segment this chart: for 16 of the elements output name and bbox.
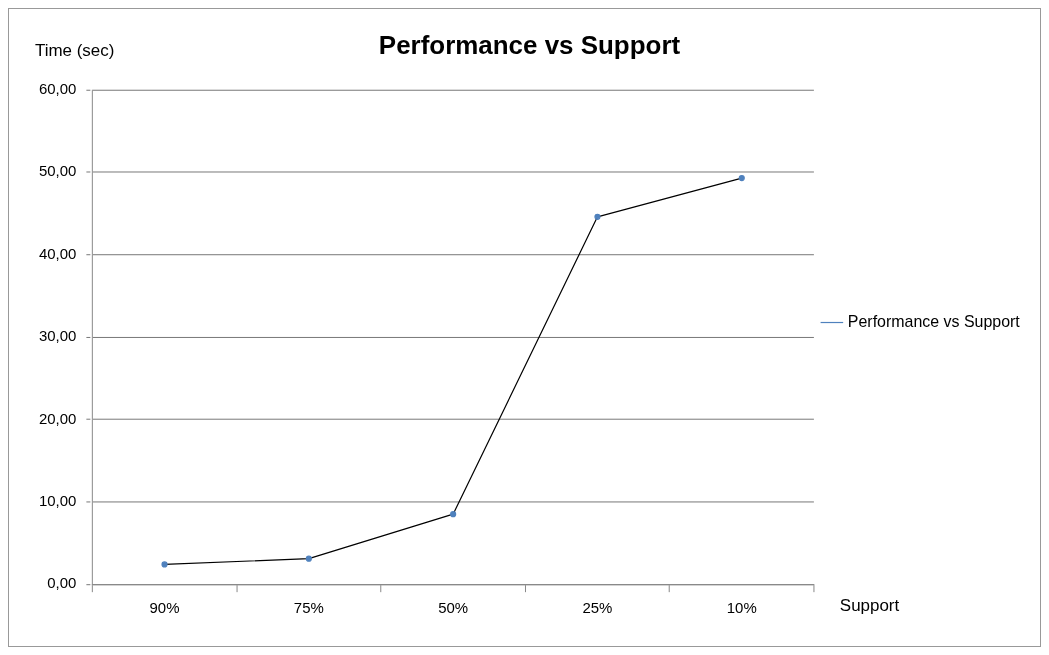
x-tick-label: 25%	[582, 599, 613, 617]
x-tick-label: 90%	[149, 599, 180, 617]
x-axis-title: Support	[839, 596, 900, 616]
y-tick-label: 10,00	[38, 491, 77, 509]
x-tick-label: 50%	[438, 599, 469, 617]
y-tick-label: 40,00	[38, 244, 77, 262]
legend-label: Performance vs Support	[847, 312, 1021, 330]
y-tick-label: 50,00	[38, 162, 77, 180]
y-tick-label: 20,00	[38, 409, 77, 427]
y-tick-label: 60,00	[38, 80, 77, 98]
y-axis-title: Time (sec)	[34, 41, 115, 61]
y-tick-label: 0,00	[47, 574, 77, 592]
x-tick-label: 75%	[293, 599, 324, 617]
chart-title: Performance vs Support	[378, 30, 681, 59]
x-tick-label: 10%	[726, 599, 757, 617]
y-tick-label: 30,00	[38, 327, 77, 345]
